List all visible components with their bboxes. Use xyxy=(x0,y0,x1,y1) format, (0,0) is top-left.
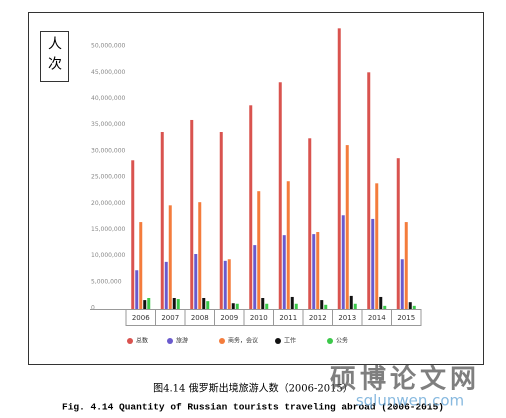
bar xyxy=(412,305,416,309)
bar xyxy=(190,119,194,309)
bar xyxy=(257,191,261,309)
x-tick-label: 2006 xyxy=(132,314,150,322)
bar xyxy=(341,215,345,309)
bar xyxy=(282,235,286,309)
bar xyxy=(294,303,298,309)
bar xyxy=(367,72,371,309)
y-tick-label: 20,000,000 xyxy=(91,200,126,207)
legend-label: 总数 xyxy=(136,337,148,345)
bar xyxy=(408,302,412,309)
watermark-url: sqlunwen.com xyxy=(356,392,464,410)
bar xyxy=(286,181,290,309)
bar xyxy=(290,296,294,309)
legend-marker xyxy=(167,338,173,344)
bar xyxy=(337,28,341,310)
bar xyxy=(308,138,312,309)
bar xyxy=(400,259,404,309)
bar xyxy=(383,305,387,309)
bar xyxy=(147,298,151,309)
legend-marker xyxy=(327,338,333,344)
y-tick-label: 45,000,000 xyxy=(91,69,126,76)
y-tick-label: 30,000,000 xyxy=(91,147,126,154)
bar xyxy=(198,202,202,309)
legend-label: 工作 xyxy=(284,337,296,345)
bar xyxy=(135,270,139,309)
x-tick-label: 2012 xyxy=(309,314,327,322)
bar xyxy=(164,261,168,309)
legend-marker xyxy=(127,338,133,344)
bar xyxy=(396,158,400,309)
bar xyxy=(261,298,265,309)
caption-en: Fig. 4.14 Quantity of Russian tourists t… xyxy=(62,402,444,413)
x-tick-label: 2010 xyxy=(250,314,268,322)
y-axis-label: 人次 xyxy=(46,36,62,76)
bar xyxy=(231,303,235,309)
caption: 图4.14 俄罗斯出境旅游人数（2006-2015） xyxy=(153,382,353,395)
bar xyxy=(172,298,176,309)
legend-marker xyxy=(219,338,225,344)
bar xyxy=(202,298,206,309)
x-tick-label: 2015 xyxy=(397,314,415,322)
bar xyxy=(194,254,198,309)
bar xyxy=(349,295,353,309)
bar xyxy=(404,222,408,309)
bar xyxy=(278,82,282,309)
bar xyxy=(227,259,231,309)
x-tick-label: 2009 xyxy=(220,314,238,322)
bar xyxy=(176,299,180,309)
y-tick-label: 10,000,000 xyxy=(91,252,126,259)
bar xyxy=(219,132,223,309)
legend-label: 公务 xyxy=(336,337,348,345)
frame xyxy=(28,12,484,365)
x-tick-label: 2013 xyxy=(338,314,356,322)
y-tick-label: 40,000,000 xyxy=(91,95,126,102)
bar xyxy=(320,300,324,309)
bar xyxy=(353,303,357,309)
bar xyxy=(139,222,143,309)
x-tick-label: 2007 xyxy=(161,314,179,322)
legend-marker xyxy=(275,338,281,344)
bar xyxy=(249,105,253,310)
y-tick-label: 50,000,000 xyxy=(91,43,126,50)
bar xyxy=(371,218,375,309)
y-tick-label: 5,000,000 xyxy=(91,278,122,285)
bar xyxy=(235,303,239,309)
bar xyxy=(160,132,164,309)
x-tick-label: 2014 xyxy=(368,314,386,322)
watermark-title: 硕博论文网 xyxy=(330,364,480,395)
legend-label: 商务，会议 xyxy=(228,337,258,345)
y-tick-label: 25,000,000 xyxy=(91,174,126,181)
ylabel-box xyxy=(40,31,69,82)
bar xyxy=(265,303,269,309)
legend-label: 旅游 xyxy=(176,337,188,345)
y-tick-label: 35,000,000 xyxy=(91,121,126,128)
bar xyxy=(316,232,320,309)
bar xyxy=(324,304,328,309)
bar xyxy=(143,300,147,309)
x-tick-label: 2008 xyxy=(191,314,209,322)
bar xyxy=(253,245,257,309)
y-tick-label: 0 xyxy=(91,305,95,312)
bar xyxy=(379,296,383,309)
bar xyxy=(168,205,172,309)
bar xyxy=(375,183,379,309)
bar xyxy=(223,260,227,309)
bar xyxy=(345,145,349,309)
bar xyxy=(131,160,135,309)
y-tick-label: 15,000,000 xyxy=(91,226,126,233)
x-tick-label: 2011 xyxy=(279,314,297,322)
bar xyxy=(206,301,210,309)
bar xyxy=(312,234,316,309)
